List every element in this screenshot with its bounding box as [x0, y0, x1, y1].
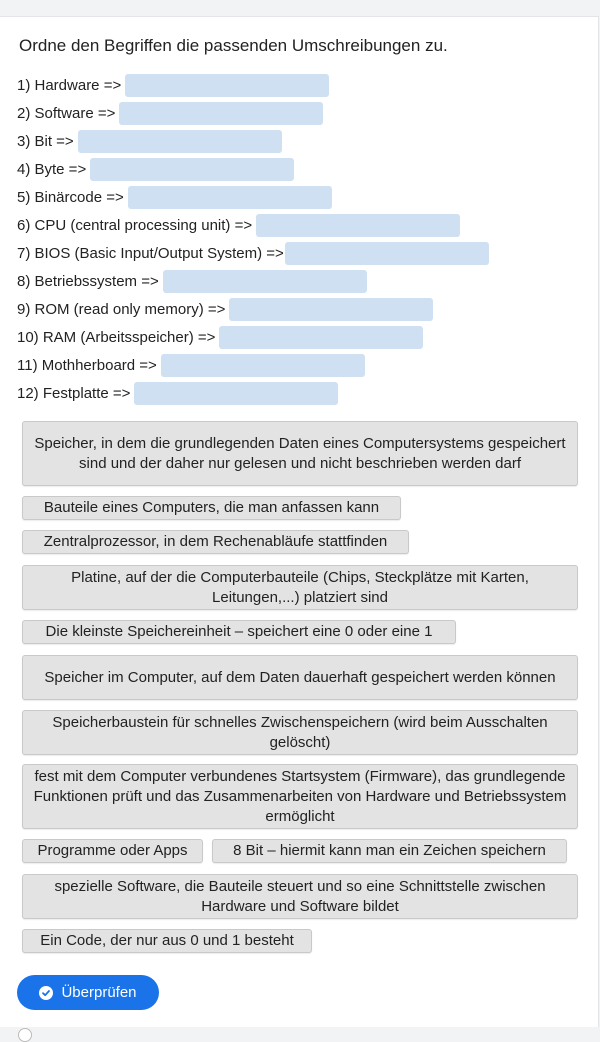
bottom-circle-icon: [18, 1028, 32, 1042]
drop-zone[interactable]: [134, 381, 339, 405]
term-label: 2) Software =>: [17, 104, 116, 122]
answer-option[interactable]: Programme oder Apps: [22, 839, 203, 863]
answer-option[interactable]: fest mit dem Computer verbundenes Starts…: [22, 764, 578, 829]
term-label: 1) Hardware =>: [17, 76, 122, 94]
drop-zone[interactable]: [284, 241, 489, 265]
answer-option[interactable]: 8 Bit – hiermit kann man ein Zeichen spe…: [212, 839, 567, 863]
term-label: 6) CPU (central processing unit) =>: [17, 216, 253, 234]
term-item: 11) Mothherboard =>: [17, 353, 365, 377]
term-item: 10) RAM (Arbeitsspeicher) =>: [17, 325, 424, 349]
term-label: 4) Byte =>: [17, 160, 87, 178]
term-item: 5) Binärcode =>: [17, 185, 332, 209]
check-circle-icon: [39, 985, 54, 1000]
task-title: Ordne den Begriffen die passenden Umschr…: [19, 36, 448, 55]
answer-option[interactable]: Die kleinste Speichereinheit – speichert…: [22, 620, 456, 644]
answer-option[interactable]: spezielle Software, die Bauteile steuert…: [22, 874, 578, 919]
drop-zone[interactable]: [256, 213, 461, 237]
term-item: 3) Bit =>: [17, 129, 282, 153]
answer-option[interactable]: Bauteile eines Computers, die man anfass…: [22, 496, 401, 520]
term-label: 8) Betriebssystem =>: [17, 272, 159, 290]
term-label: 7) BIOS (Basic Input/Output System) =>: [17, 244, 284, 262]
term-label: 3) Bit =>: [17, 132, 74, 150]
answer-option[interactable]: Zentralprozessor, in dem Rechenabläufe s…: [22, 530, 409, 554]
drop-zone[interactable]: [160, 353, 365, 377]
term-item: 4) Byte =>: [17, 157, 295, 181]
term-label: 10) RAM (Arbeitsspeicher) =>: [17, 328, 216, 346]
term-label: 9) ROM (read only memory) =>: [17, 300, 226, 318]
term-item: 6) CPU (central processing unit) =>: [17, 213, 461, 237]
term-item: 12) Festplatte =>: [17, 381, 339, 405]
drop-zone[interactable]: [162, 269, 367, 293]
term-item: 9) ROM (read only memory) =>: [17, 297, 434, 321]
term-label: 11) Mothherboard =>: [17, 356, 157, 374]
drop-zone[interactable]: [229, 297, 434, 321]
check-button[interactable]: Überprüfen: [17, 975, 159, 1010]
drop-zone[interactable]: [90, 157, 295, 181]
term-item: 7) BIOS (Basic Input/Output System) =>: [17, 241, 489, 265]
answer-option[interactable]: Speicher im Computer, auf dem Daten daue…: [22, 655, 578, 700]
answer-option[interactable]: Speicher, in dem die grundlegenden Daten…: [22, 421, 578, 486]
drop-zone[interactable]: [77, 129, 282, 153]
drop-zone[interactable]: [219, 325, 424, 349]
term-label: 5) Binärcode =>: [17, 188, 124, 206]
drop-zone[interactable]: [127, 185, 332, 209]
term-item: 1) Hardware =>: [17, 73, 330, 97]
answer-option[interactable]: Platine, auf der die Computerbauteile (C…: [22, 565, 578, 610]
check-button-label: Überprüfen: [61, 984, 137, 1001]
answer-option[interactable]: Speicherbaustein für schnelles Zwischens…: [22, 710, 578, 755]
drop-zone[interactable]: [125, 73, 330, 97]
bottom-strip: [0, 1027, 600, 1034]
answer-option[interactable]: Ein Code, der nur aus 0 und 1 besteht: [22, 929, 312, 953]
term-label: 12) Festplatte =>: [17, 384, 131, 402]
drop-zone[interactable]: [119, 101, 324, 125]
term-item: 8) Betriebssystem =>: [17, 269, 367, 293]
top-bar: [0, 0, 600, 16]
term-item: 2) Software =>: [17, 101, 324, 125]
